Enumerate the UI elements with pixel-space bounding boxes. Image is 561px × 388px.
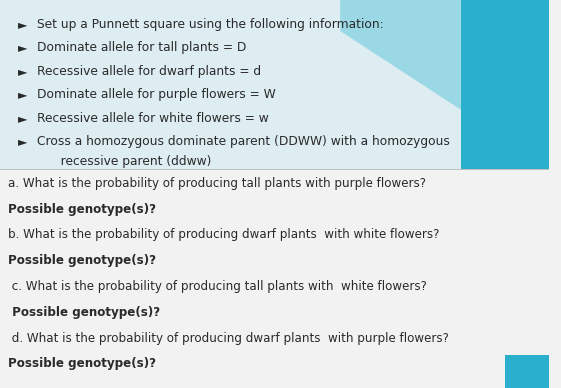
Text: ►: ► xyxy=(17,42,27,54)
Polygon shape xyxy=(340,0,461,110)
Text: b. What is the probability of producing dwarf plants  with white flowers?: b. What is the probability of producing … xyxy=(8,229,439,241)
Text: ►: ► xyxy=(17,135,27,148)
Text: Recessive allele for dwarf plants = d: Recessive allele for dwarf plants = d xyxy=(37,65,261,78)
Text: recessive parent (ddww): recessive parent (ddww) xyxy=(49,155,211,168)
Bar xyxy=(505,355,549,388)
Text: ►: ► xyxy=(17,88,27,101)
Text: Recessive allele for white flowers = w: Recessive allele for white flowers = w xyxy=(37,112,269,125)
Bar xyxy=(0,0,549,169)
Text: ►: ► xyxy=(17,18,27,31)
Text: Possible genotype(s)?: Possible genotype(s)? xyxy=(8,306,160,319)
Text: ►: ► xyxy=(17,112,27,125)
Text: Possible genotype(s)?: Possible genotype(s)? xyxy=(8,203,156,216)
Bar xyxy=(461,0,549,169)
Text: Possible genotype(s)?: Possible genotype(s)? xyxy=(8,254,156,267)
Text: a. What is the probability of producing tall plants with purple flowers?: a. What is the probability of producing … xyxy=(8,177,426,190)
Text: c. What is the probability of producing tall plants with  white flowers?: c. What is the probability of producing … xyxy=(8,280,427,293)
Bar xyxy=(0,169,549,388)
Text: Dominate allele for purple flowers = W: Dominate allele for purple flowers = W xyxy=(37,88,276,101)
Text: Possible genotype(s)?: Possible genotype(s)? xyxy=(8,357,156,370)
Text: Cross a homozygous dominate parent (DDWW) with a homozygous: Cross a homozygous dominate parent (DDWW… xyxy=(37,135,450,148)
Text: Dominate allele for tall plants = D: Dominate allele for tall plants = D xyxy=(37,42,246,54)
Text: ►: ► xyxy=(17,65,27,78)
Text: Set up a Punnett square using the following information:: Set up a Punnett square using the follow… xyxy=(37,18,384,31)
Text: d. What is the probability of producing dwarf plants  with purple flowers?: d. What is the probability of producing … xyxy=(8,331,449,345)
